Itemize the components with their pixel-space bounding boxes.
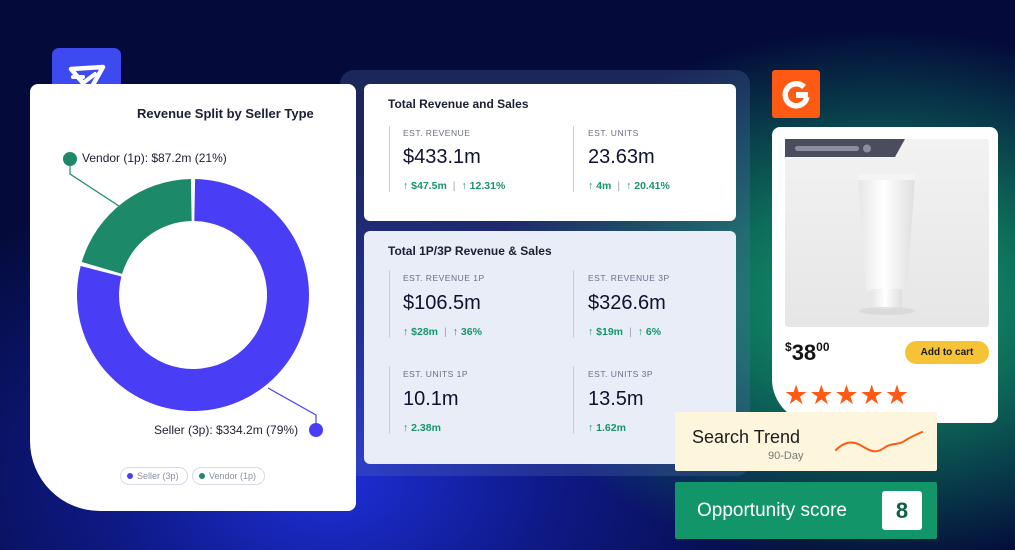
revenue-split-title: Revenue Split by Seller Type (137, 106, 314, 121)
est-revenue-label: EST. REVENUE (403, 128, 471, 138)
est-units-delta-abs: ↑ 4m (588, 180, 612, 192)
divider (389, 270, 390, 338)
est-revenue-1p-delta-abs: ↑ $28m (403, 326, 439, 338)
est-units-label: EST. UNITS (588, 128, 639, 138)
legend-dot-vendor (199, 473, 205, 479)
divider (573, 366, 574, 434)
est-units-delta-pct: ↑ 20.41% (626, 180, 670, 192)
seller-callout-label: Seller (3p): $334.2m (79%) (154, 423, 299, 437)
est-revenue-delta-abs: ↑ $47.5m (403, 180, 447, 192)
est-revenue-1p-value: $106.5m (403, 292, 481, 314)
split-revenue-card (364, 231, 736, 464)
donut-slice-seller[interactable] (76, 179, 309, 412)
total-revenue-card (364, 84, 736, 221)
delta-separator: | (444, 326, 447, 338)
divider (389, 126, 390, 192)
legend-item-vendor[interactable]: Vendor (1p) (192, 467, 266, 485)
price-currency: $ (785, 340, 792, 354)
total-revenue-title: Total Revenue and Sales (388, 97, 529, 111)
add-to-cart-button[interactable]: Add to cart (905, 341, 989, 364)
revenue-split-donut-chart (63, 152, 323, 437)
est-units-3p-label: EST. UNITS 3P (588, 369, 654, 379)
delta-separator: | (629, 326, 632, 338)
divider (573, 126, 574, 192)
vendor-callout-line (69, 159, 123, 209)
opportunity-score-label: Opportunity score (697, 500, 847, 521)
est-revenue-3p-value: $326.6m (588, 292, 666, 314)
divider (389, 366, 390, 434)
product-brand-logo (772, 70, 820, 118)
search-trend-period: 90-Day (768, 450, 804, 462)
est-units-delta: ↑ 4m | ↑ 20.41% (588, 180, 670, 192)
est-units-1p-label: EST. UNITS 1P (403, 369, 469, 379)
price-whole: 38 (791, 340, 817, 365)
est-revenue-1p-label: EST. REVENUE 1P (403, 273, 485, 283)
ring-logo-icon (782, 81, 810, 109)
product-image[interactable] (785, 139, 989, 327)
vendor-callout-label: Vendor (1p): $87.2m (21%) (82, 151, 227, 165)
est-units-1p-value: 10.1m (403, 388, 459, 410)
delta-separator: | (617, 180, 621, 192)
rating-stars: ★★★★★ (784, 380, 911, 410)
est-units-1p-delta: ↑ 2.38m (403, 422, 441, 434)
legend-label-seller: Seller (3p) (137, 471, 179, 481)
search-trend-title: Search Trend (692, 427, 801, 447)
lotion-tube-image (858, 174, 915, 315)
donut-slice-vendor[interactable] (81, 179, 192, 274)
divider (573, 270, 574, 338)
est-revenue-3p-label: EST. REVENUE 3P (588, 273, 670, 283)
legend-dot-seller (127, 473, 133, 479)
product-price: $3800 (785, 340, 830, 366)
est-revenue-1p-delta: ↑ $28m | ↑ 36% (403, 326, 482, 338)
seller-callout-line (267, 387, 317, 430)
est-revenue-3p-delta-abs: ↑ $19m (588, 326, 624, 338)
legend-item-seller[interactable]: Seller (3p) (120, 467, 188, 485)
est-units-value: 23.63m (588, 146, 655, 168)
search-trend-card (675, 412, 937, 471)
est-revenue-3p-delta-pct: ↑ 6% (637, 326, 662, 338)
delta-separator: | (452, 180, 456, 192)
est-revenue-1p-delta-pct: ↑ 36% (452, 326, 482, 338)
opportunity-score-value: 8 (882, 491, 922, 530)
est-revenue-delta-pct: ↑ 12.31% (461, 180, 506, 192)
est-revenue-3p-delta: ↑ $19m | ↑ 6% (588, 326, 661, 338)
est-revenue-delta: ↑ $47.5m | ↑ 12.31% (403, 180, 505, 192)
est-units-3p-delta: ↑ 1.62m (588, 422, 626, 434)
price-cents: 00 (816, 340, 830, 354)
search-trend-sparkline (835, 431, 923, 453)
browser-bar-decoration (785, 139, 905, 157)
est-revenue-value: $433.1m (403, 146, 481, 168)
legend-label-vendor: Vendor (1p) (209, 471, 257, 481)
est-units-3p-value: 13.5m (588, 388, 644, 410)
split-revenue-title: Total 1P/3P Revenue & Sales (388, 244, 552, 258)
